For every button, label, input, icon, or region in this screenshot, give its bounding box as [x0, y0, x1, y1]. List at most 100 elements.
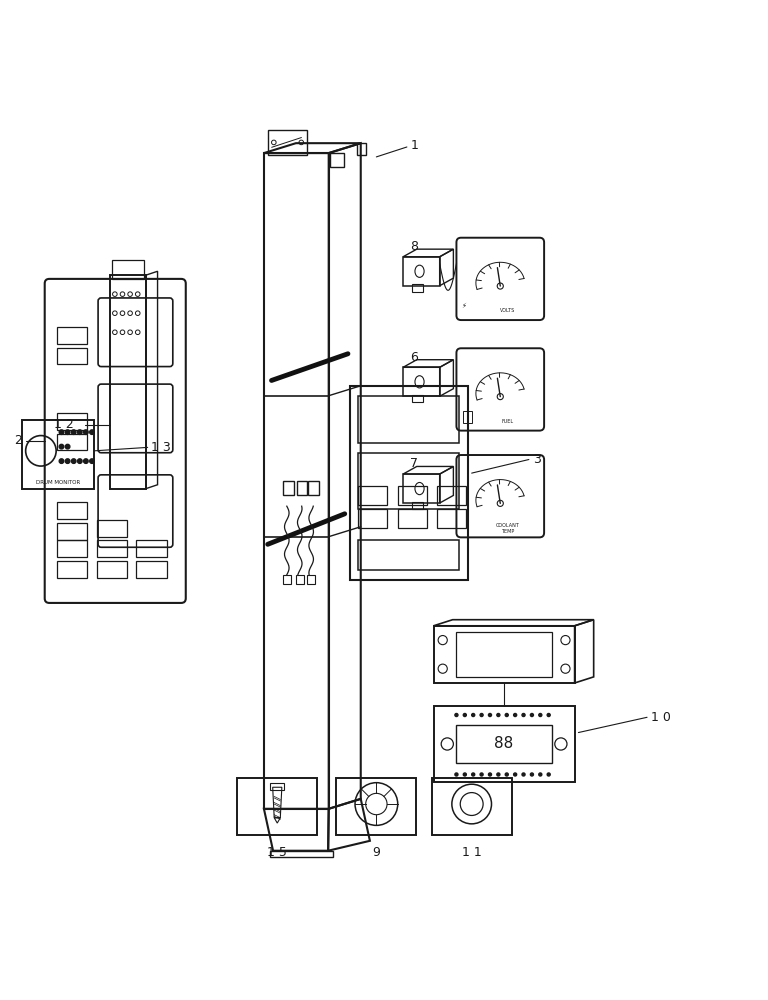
Circle shape — [90, 459, 94, 463]
Bar — [403, 367, 439, 396]
Bar — [403, 474, 439, 503]
Bar — [456, 725, 551, 763]
Bar — [57, 523, 88, 540]
Text: 8: 8 — [410, 240, 418, 253]
Circle shape — [90, 430, 94, 434]
Bar — [358, 453, 459, 509]
Bar — [308, 481, 319, 495]
Circle shape — [59, 459, 64, 463]
Circle shape — [514, 713, 517, 717]
Circle shape — [480, 713, 483, 717]
Circle shape — [65, 430, 70, 434]
Circle shape — [71, 430, 76, 434]
Circle shape — [505, 773, 508, 776]
Text: 1 2: 1 2 — [54, 418, 74, 431]
Bar — [456, 632, 551, 677]
Circle shape — [522, 713, 525, 717]
Circle shape — [497, 283, 503, 289]
Bar — [434, 706, 574, 782]
Bar — [268, 130, 307, 155]
Bar — [336, 778, 416, 835]
Circle shape — [547, 713, 550, 717]
Circle shape — [78, 459, 82, 463]
Bar — [57, 434, 88, 450]
Bar — [97, 520, 127, 537]
Bar — [357, 143, 366, 155]
Bar — [432, 778, 511, 835]
Circle shape — [497, 500, 503, 506]
Bar — [398, 509, 427, 528]
Bar — [97, 540, 127, 557]
Text: 2: 2 — [14, 434, 22, 447]
Bar — [437, 486, 466, 505]
Circle shape — [71, 459, 76, 463]
Bar — [358, 396, 459, 443]
Bar — [398, 486, 427, 505]
Bar — [283, 481, 293, 495]
Text: 1: 1 — [411, 139, 419, 152]
Bar — [57, 561, 88, 578]
Bar — [358, 486, 387, 505]
Circle shape — [65, 444, 70, 449]
Text: DRUM MONITOR: DRUM MONITOR — [36, 480, 80, 485]
Bar — [412, 395, 423, 402]
Circle shape — [472, 713, 475, 717]
Circle shape — [84, 430, 88, 434]
Bar — [110, 275, 146, 489]
Circle shape — [539, 713, 542, 717]
Circle shape — [65, 459, 70, 463]
Bar — [237, 778, 317, 835]
Bar — [296, 481, 307, 495]
Bar — [358, 540, 459, 570]
Bar — [136, 561, 167, 578]
Text: 6: 6 — [410, 351, 418, 364]
Bar — [57, 327, 88, 344]
Bar — [264, 153, 329, 809]
Bar — [358, 509, 387, 528]
Circle shape — [488, 773, 492, 776]
Text: 1 5: 1 5 — [267, 846, 287, 859]
Bar — [403, 257, 439, 286]
Circle shape — [539, 773, 542, 776]
Circle shape — [488, 713, 492, 717]
Circle shape — [59, 430, 64, 434]
Circle shape — [497, 773, 500, 776]
Text: 1 3: 1 3 — [151, 441, 171, 454]
Circle shape — [455, 713, 458, 717]
Text: 9: 9 — [372, 846, 380, 859]
Circle shape — [455, 773, 458, 776]
Text: 88: 88 — [495, 736, 514, 751]
Bar — [349, 386, 468, 580]
Text: 7: 7 — [410, 457, 418, 470]
Text: COOLANT
TEMP: COOLANT TEMP — [496, 523, 520, 534]
Bar — [57, 540, 88, 557]
Circle shape — [531, 713, 534, 717]
Circle shape — [463, 713, 466, 717]
Bar — [57, 413, 88, 430]
Circle shape — [514, 773, 517, 776]
Bar — [270, 851, 333, 857]
Bar — [57, 348, 88, 364]
Circle shape — [472, 773, 475, 776]
Bar — [22, 420, 94, 489]
Circle shape — [531, 773, 534, 776]
Circle shape — [505, 713, 508, 717]
Text: 1 0: 1 0 — [650, 711, 670, 724]
Text: VOLTS: VOLTS — [500, 308, 515, 313]
Bar — [412, 502, 423, 509]
Circle shape — [463, 773, 466, 776]
Bar — [434, 626, 574, 683]
Circle shape — [497, 394, 503, 400]
Circle shape — [497, 713, 500, 717]
Text: ⚡: ⚡ — [462, 303, 466, 309]
Text: FUEL: FUEL — [502, 419, 514, 424]
Bar — [112, 260, 144, 279]
Bar — [57, 502, 88, 519]
Bar — [330, 153, 344, 167]
Bar — [97, 561, 127, 578]
Circle shape — [78, 430, 82, 434]
Bar — [307, 575, 315, 584]
Text: 3: 3 — [533, 453, 541, 466]
Circle shape — [59, 444, 64, 449]
Bar — [270, 783, 284, 790]
